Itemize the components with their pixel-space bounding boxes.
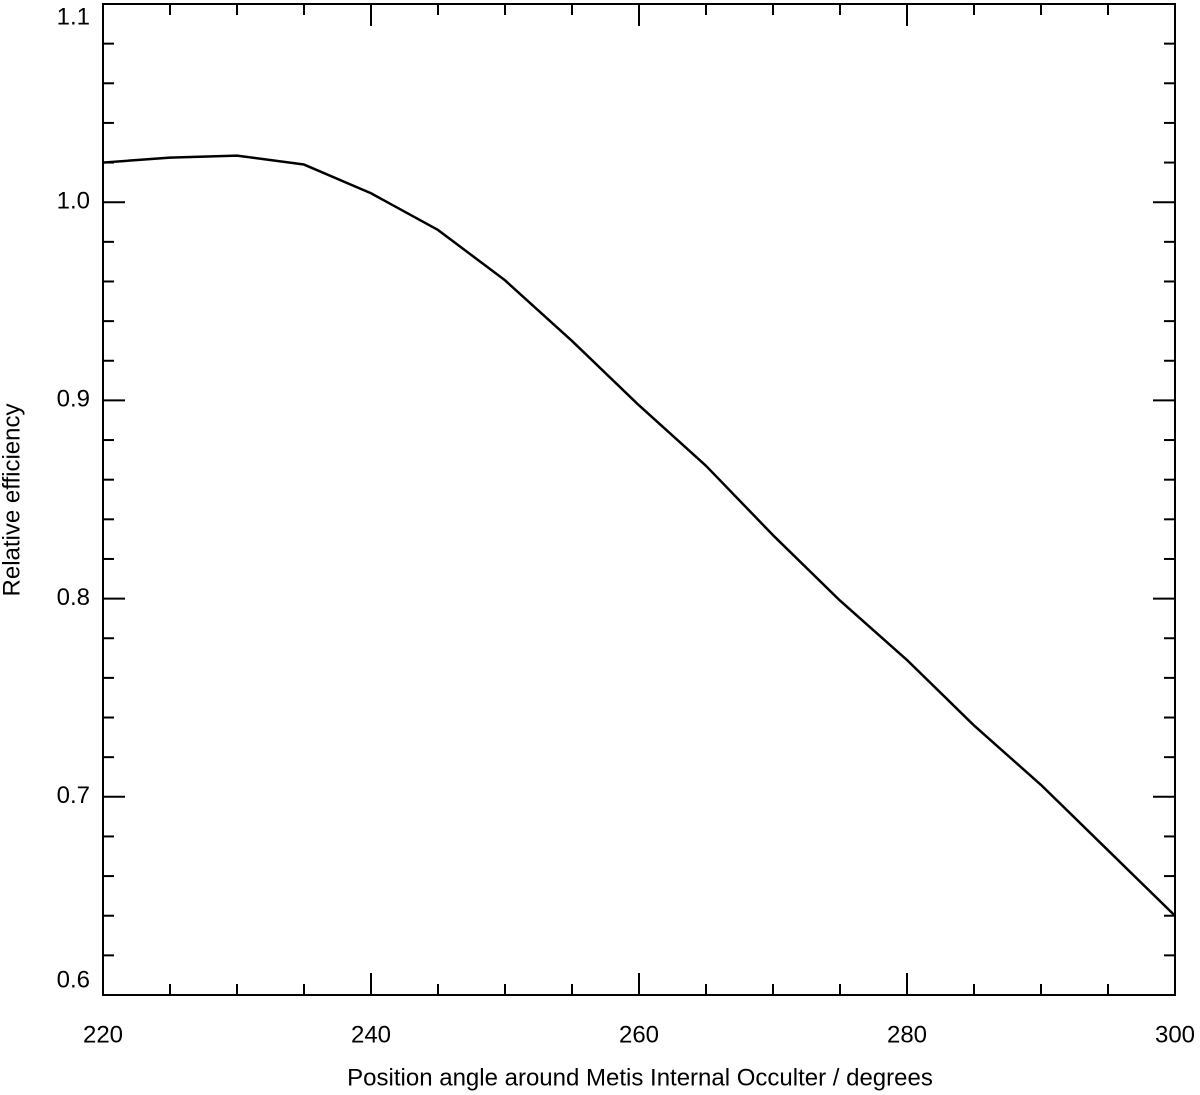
y-tick-label: 0.8 <box>57 584 90 611</box>
y-axis-label: Relative efficiency <box>0 404 25 597</box>
y-tick-label: 1.0 <box>57 188 90 215</box>
data-line <box>102 154 1176 917</box>
x-tick-label: 300 <box>1155 1021 1195 1048</box>
y-tick-label: 1.1 <box>57 3 90 30</box>
x-axis-label: Position angle around Metis Internal Occ… <box>347 1064 933 1091</box>
x-tick-label: 240 <box>351 1021 391 1048</box>
x-tick-label: 220 <box>83 1021 123 1048</box>
y-tick-label: 0.6 <box>57 966 90 993</box>
x-tick-label: 280 <box>887 1021 927 1048</box>
plot-frame <box>102 3 1176 996</box>
y-tick-label: 0.9 <box>57 386 90 413</box>
x-tick-label: 260 <box>619 1021 659 1048</box>
y-tick-label: 0.7 <box>57 782 90 809</box>
